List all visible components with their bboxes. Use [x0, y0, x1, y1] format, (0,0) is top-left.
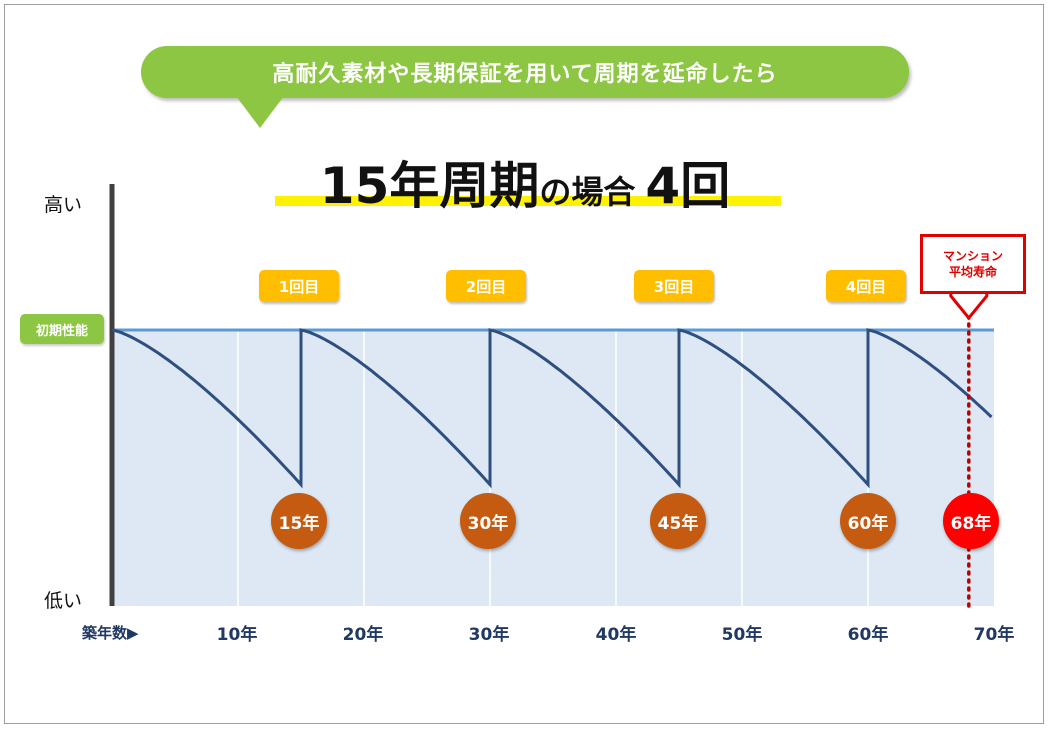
- count-badge-1: 1回目: [259, 270, 339, 302]
- callout-line2: 平均寿命: [948, 265, 997, 279]
- year-marker-45: 45年: [650, 493, 706, 549]
- count-badge-2: 2回目: [446, 270, 526, 302]
- headline-cycle: 15年周期: [319, 157, 540, 215]
- chart-frame: [4, 4, 1044, 724]
- headline-case: の場合: [539, 173, 636, 211]
- bubble-tail: [236, 96, 284, 128]
- year-marker-30: 30年: [460, 493, 516, 549]
- x-tick-70: 70年: [973, 625, 1015, 645]
- year-marker-60: 60年: [840, 493, 896, 549]
- y-axis-high-label: 高い: [44, 194, 83, 216]
- x-tick-60: 60年: [847, 625, 889, 645]
- plot-area: [109, 184, 994, 608]
- y-axis-low-label: 低い: [44, 590, 83, 612]
- condition-bubble: 高耐久素材や長期保証を用いて周期を延命したら: [141, 46, 909, 98]
- x-tick-30: 30年: [468, 625, 510, 645]
- condition-text: 高耐久素材や長期保証を用いて周期を延命したら: [272, 62, 778, 87]
- headline: 15年周期の場合 4回: [0, 146, 1050, 218]
- callout-pointer: [949, 292, 989, 321]
- count-badge-3: 3回目: [634, 270, 714, 302]
- x-tick-10: 10年: [216, 625, 258, 645]
- headline-highlight: [275, 196, 781, 206]
- performance-curve: [111, 328, 993, 489]
- x-tick-50: 50年: [721, 625, 763, 645]
- x-tick-40: 40年: [595, 625, 637, 645]
- year-marker-68: 68年: [943, 493, 999, 549]
- average-lifespan-callout: マンション 平均寿命: [920, 234, 1026, 294]
- plot-background: [112, 330, 994, 606]
- callout-line1: マンション: [942, 249, 1003, 263]
- initial-performance-badge: 初期性能: [20, 314, 104, 344]
- x-axis-title: 築年数▶: [82, 624, 139, 642]
- headline-count: 4回: [645, 157, 731, 215]
- x-tick-20: 20年: [342, 625, 384, 645]
- count-badge-4: 4回目: [826, 270, 906, 302]
- year-marker-15: 15年: [271, 493, 327, 549]
